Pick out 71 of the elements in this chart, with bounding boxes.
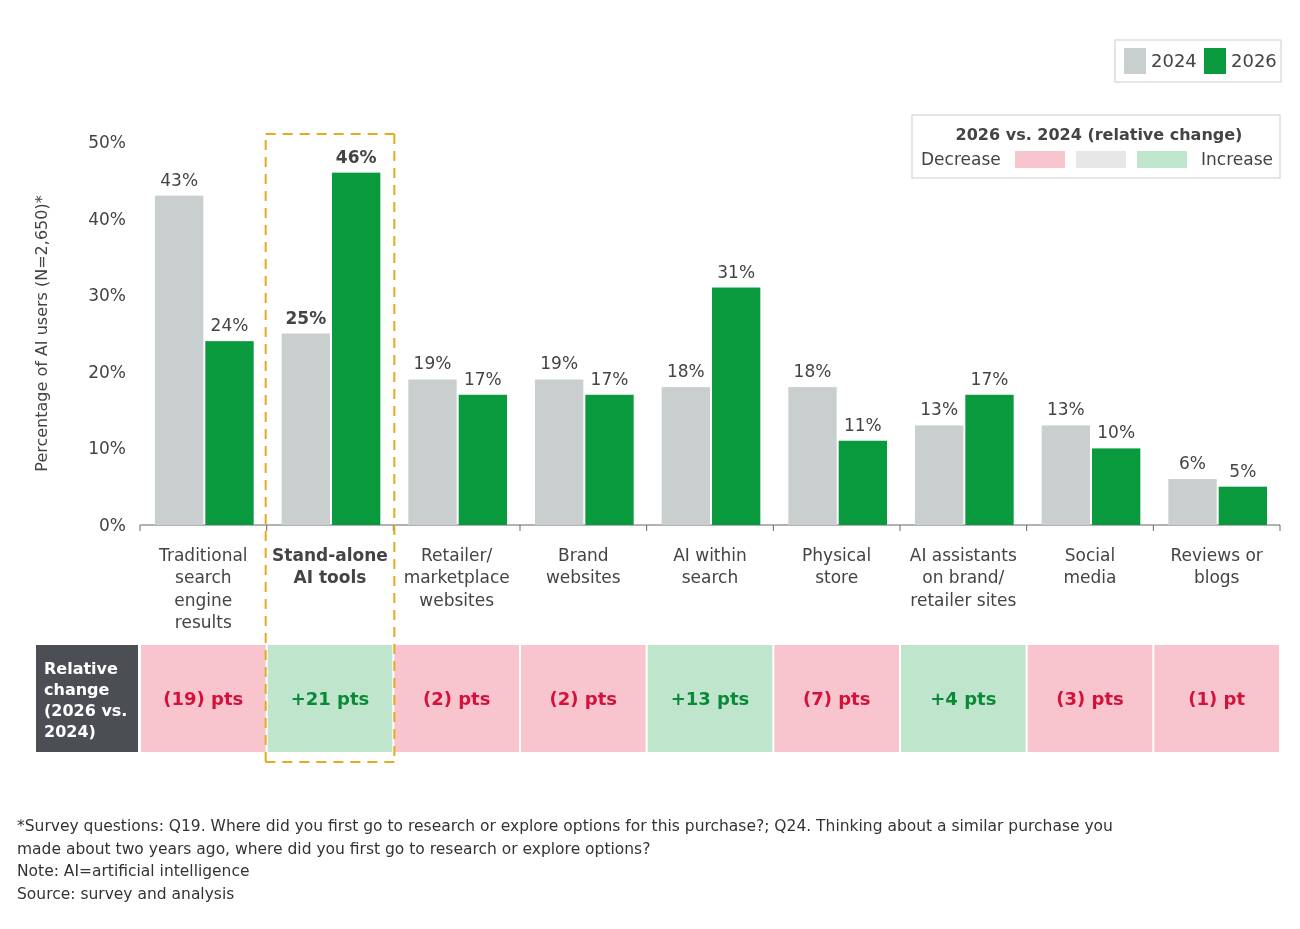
annotation: Decrease bbox=[921, 148, 1001, 169]
bar bbox=[788, 387, 837, 525]
text: Relative change (2026 vs. 2024) bbox=[44, 658, 128, 741]
x-tick-label: AI within search bbox=[673, 544, 747, 588]
x-tick-label: Retailer/ marketplace websites bbox=[403, 544, 510, 610]
bar bbox=[915, 425, 964, 525]
bar bbox=[281, 333, 330, 525]
data-label: 18% bbox=[666, 361, 705, 382]
bar bbox=[1092, 448, 1141, 525]
text: *Survey questions: Q19. Where did you first go to research or explore options for this purchase?; Q24. Thinking about a similar purchase you bbox=[17, 817, 1113, 836]
x-tick-label: Reviews or blogs bbox=[1170, 544, 1263, 588]
data-label: 10% bbox=[1097, 422, 1136, 443]
data-label: 25% bbox=[285, 307, 327, 328]
source-note: Source: survey and analysis bbox=[17, 884, 235, 903]
y-tick-label: 50% bbox=[88, 131, 126, 152]
data-label: 17% bbox=[970, 368, 1009, 389]
bar bbox=[585, 394, 634, 525]
bar bbox=[332, 172, 381, 525]
bar bbox=[965, 394, 1014, 525]
data-label: 11% bbox=[843, 414, 882, 435]
data-label: 18% bbox=[793, 361, 832, 382]
data-label: 46% bbox=[335, 146, 377, 167]
y-tick-label: 40% bbox=[88, 208, 126, 229]
bar bbox=[458, 394, 507, 525]
y-tick-label: 30% bbox=[88, 285, 126, 306]
data-label: 17% bbox=[463, 368, 502, 389]
data-label: 13% bbox=[920, 399, 959, 420]
text: (2) pts bbox=[549, 687, 618, 709]
y-tick-label: 20% bbox=[88, 361, 126, 382]
x-tick-label: Physical store bbox=[802, 544, 872, 588]
annotation: 2026 vs. 2024 (relative change) bbox=[955, 124, 1243, 144]
data-label: 19% bbox=[540, 353, 579, 374]
text: +21 pts bbox=[290, 687, 370, 709]
legend-label: 2026 bbox=[1231, 50, 1277, 72]
legend-label: 2024 bbox=[1151, 50, 1197, 72]
y-tick-label: 10% bbox=[88, 438, 126, 459]
text: made about two years ago, where did you first go to research or explore options? bbox=[17, 839, 651, 858]
x-tick-label: Brand websites bbox=[545, 544, 621, 588]
x-tick-label: AI assistants on brand/ retailer sites bbox=[909, 544, 1018, 610]
data-label: 19% bbox=[413, 353, 452, 374]
bar bbox=[1168, 479, 1217, 525]
text: (1) pt bbox=[1188, 687, 1246, 709]
bar bbox=[712, 287, 761, 525]
bar bbox=[1041, 425, 1090, 525]
y-axis-title: Percentage of AI users (N=2,650)* bbox=[32, 195, 51, 472]
x-tick-label: Traditional search engine results bbox=[158, 544, 248, 633]
data-label: 17% bbox=[590, 368, 629, 389]
bar bbox=[838, 440, 887, 525]
bar bbox=[661, 387, 710, 525]
bar bbox=[205, 341, 254, 525]
y-tick-label: 0% bbox=[99, 514, 126, 535]
bar bbox=[408, 379, 457, 525]
x-tick-label: Stand-alone AI tools bbox=[272, 544, 388, 588]
x-tick-label: Social media bbox=[1063, 544, 1117, 588]
text: (7) pts bbox=[802, 687, 871, 709]
data-label: 43% bbox=[160, 169, 199, 190]
data-label: 31% bbox=[717, 261, 756, 282]
text: (3) pts bbox=[1056, 687, 1124, 709]
text: +4 pts bbox=[930, 687, 997, 709]
text: (2) pts bbox=[422, 687, 491, 709]
text: Note: AI=artificial intelligence bbox=[17, 862, 250, 881]
text: +13 pts bbox=[670, 687, 750, 709]
data-label: 24% bbox=[210, 315, 249, 336]
data-label: 13% bbox=[1046, 399, 1085, 420]
bar bbox=[535, 379, 584, 525]
bar bbox=[155, 195, 204, 525]
data-label: 6% bbox=[1179, 453, 1206, 474]
text: (19) pts bbox=[163, 687, 244, 709]
data-label: 5% bbox=[1229, 460, 1257, 481]
bar bbox=[1218, 486, 1267, 525]
annotation: Increase bbox=[1201, 148, 1273, 169]
